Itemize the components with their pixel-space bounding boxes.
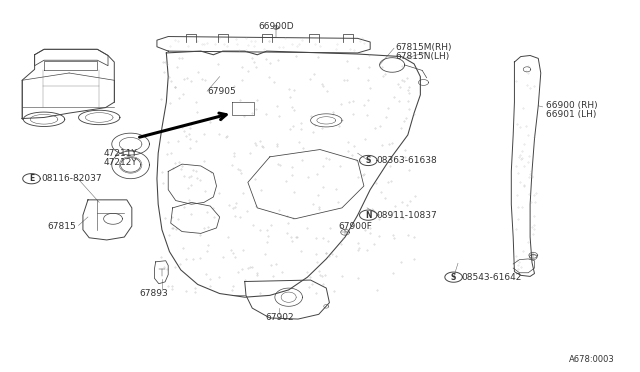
Text: 08911-10837: 08911-10837 bbox=[376, 211, 437, 219]
Text: 66900D: 66900D bbox=[259, 22, 294, 31]
Text: 47211Y: 47211Y bbox=[104, 149, 138, 158]
Text: 67902: 67902 bbox=[265, 313, 294, 322]
Text: A678:0003: A678:0003 bbox=[569, 355, 615, 364]
Text: 67905: 67905 bbox=[207, 87, 236, 96]
Text: S: S bbox=[451, 273, 456, 282]
Text: 08363-61638: 08363-61638 bbox=[376, 156, 437, 165]
Text: 47212Y: 47212Y bbox=[104, 158, 138, 167]
Text: 08116-82037: 08116-82037 bbox=[41, 174, 102, 183]
Text: 08543-61642: 08543-61642 bbox=[461, 273, 522, 282]
Text: 67815: 67815 bbox=[47, 222, 76, 231]
Text: 66900 (RH): 66900 (RH) bbox=[546, 101, 597, 110]
Text: 67815N(LH): 67815N(LH) bbox=[396, 52, 449, 61]
Text: N: N bbox=[365, 211, 372, 219]
Text: 66901 (LH): 66901 (LH) bbox=[546, 110, 596, 119]
Text: 67893: 67893 bbox=[140, 289, 168, 298]
Text: E: E bbox=[29, 174, 34, 183]
Text: 67900F: 67900F bbox=[339, 222, 372, 231]
Text: 67815M(RH): 67815M(RH) bbox=[396, 43, 452, 52]
Text: S: S bbox=[365, 156, 371, 165]
